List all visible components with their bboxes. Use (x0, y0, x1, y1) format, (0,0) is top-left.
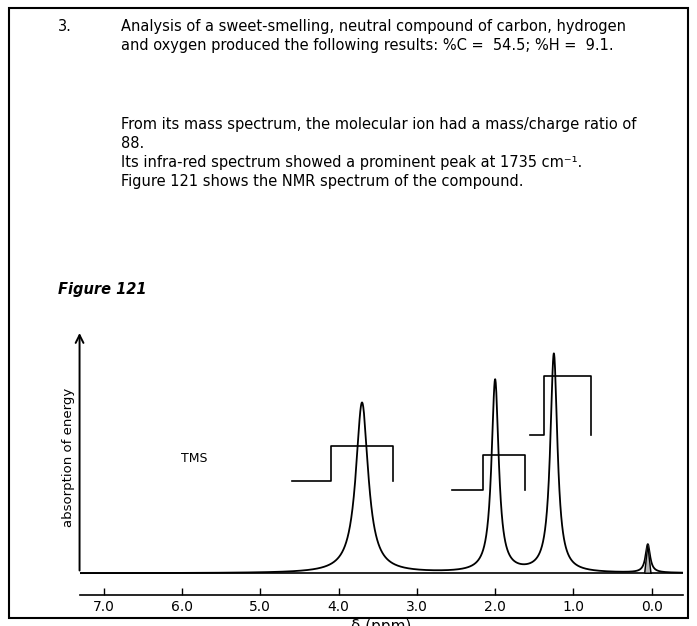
Y-axis label: absorption of energy: absorption of energy (61, 387, 75, 526)
Text: 3.: 3. (58, 19, 72, 34)
Text: Analysis of a sweet-smelling, neutral compound of carbon, hydrogen
and oxygen pr: Analysis of a sweet-smelling, neutral co… (121, 19, 626, 53)
Polygon shape (645, 545, 651, 573)
Text: Figure 121: Figure 121 (58, 282, 146, 297)
Text: TMS: TMS (181, 452, 208, 465)
X-axis label: δ (ppm): δ (ppm) (351, 619, 412, 626)
Text: From its mass spectrum, the molecular ion had a mass/charge ratio of
88.
Its inf: From its mass spectrum, the molecular io… (121, 116, 636, 189)
